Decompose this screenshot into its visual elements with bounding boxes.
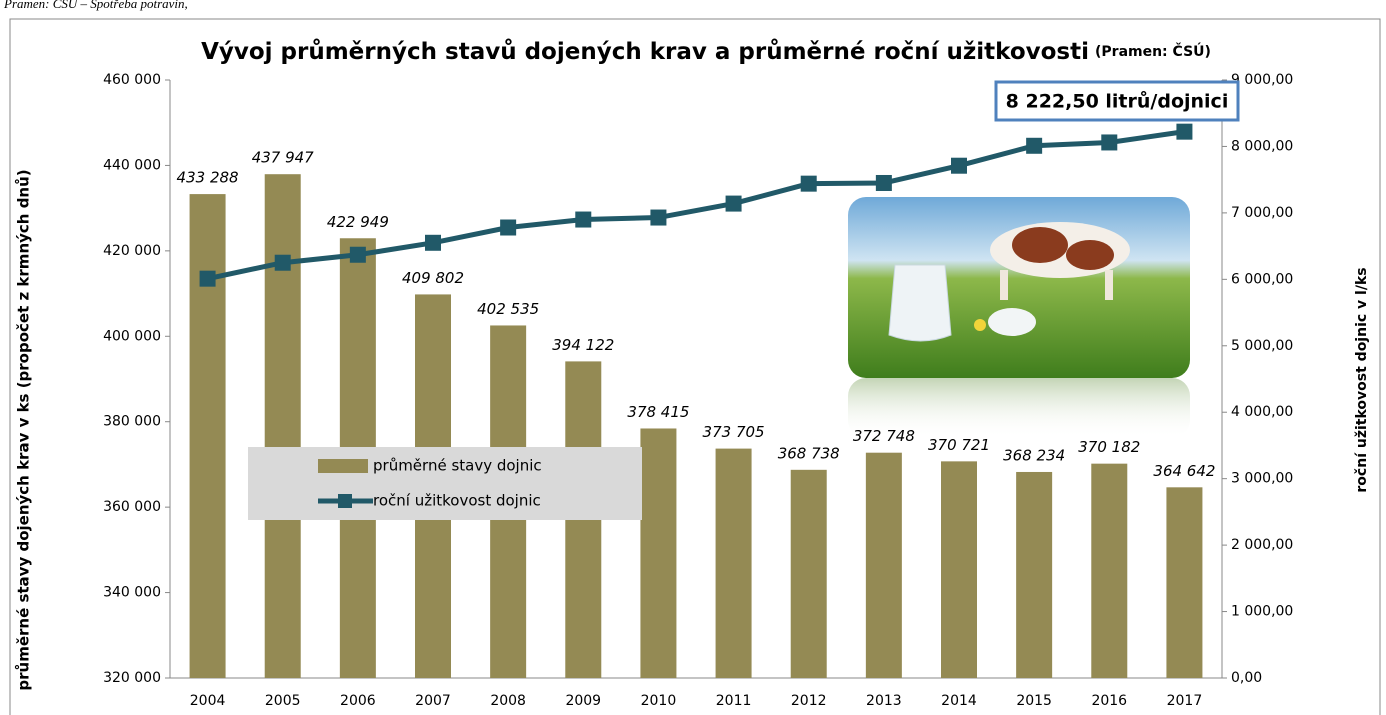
title-note: (Pramen: ČSÚ) bbox=[1095, 42, 1211, 60]
x-tick-label: 2009 bbox=[565, 693, 601, 709]
bar bbox=[790, 469, 827, 678]
x-tick-label: 2011 bbox=[716, 693, 752, 709]
bar bbox=[715, 448, 752, 678]
y2-axis-label: roční užitkovost dojnic v l/ks bbox=[1354, 267, 1370, 492]
marker bbox=[425, 234, 441, 251]
marker bbox=[951, 157, 967, 174]
value-label: 370 182 bbox=[1078, 438, 1140, 456]
y-axis-label: průměrné stavy dojených krav v ks (propo… bbox=[15, 169, 33, 690]
value-label: 394 122 bbox=[552, 336, 614, 354]
x-tick-label: 2008 bbox=[490, 693, 526, 709]
x-tick-label: 2014 bbox=[941, 693, 977, 709]
legend: průměrné stavy dojnic roční užitkovost do… bbox=[248, 447, 642, 520]
line bbox=[207, 129, 1185, 282]
bar bbox=[640, 428, 677, 678]
value-label: 409 802 bbox=[402, 269, 464, 287]
y-tick-label: 460 000 bbox=[103, 72, 161, 88]
value-label: 437 947 bbox=[252, 149, 314, 167]
x-tick-label: 2006 bbox=[340, 693, 376, 709]
marker bbox=[650, 209, 667, 226]
value-label: 372 748 bbox=[853, 427, 915, 445]
value-label: 378 415 bbox=[627, 403, 689, 421]
x-tick-label: 2016 bbox=[1091, 693, 1127, 709]
annotation-box bbox=[994, 80, 1240, 122]
legend-swatch bbox=[318, 459, 368, 473]
y-tick-label: 440 000 bbox=[103, 157, 161, 173]
value-label: 373 705 bbox=[703, 423, 765, 441]
marker bbox=[1026, 137, 1043, 154]
y2-tick-label: 0,00 bbox=[1231, 670, 1262, 686]
y2-tick-label: 1 000,00 bbox=[1231, 604, 1293, 620]
x-tick-label: 2013 bbox=[866, 693, 902, 709]
marker bbox=[875, 174, 892, 191]
x-tick-label: 2010 bbox=[641, 693, 677, 709]
y2-tick-label: 4 000,00 bbox=[1231, 404, 1293, 420]
y2-tick-label: 9 000,00 bbox=[1231, 72, 1293, 88]
source: Pramen: ČSÚ – Spotřeba potravin, bbox=[3, 0, 188, 11]
legend-box bbox=[248, 447, 642, 520]
x-tick-label: 2017 bbox=[1167, 693, 1203, 709]
bar bbox=[941, 461, 977, 678]
legend-label: roční užitkovost dojnic bbox=[373, 492, 541, 510]
y2-tick-label: 3 000,00 bbox=[1231, 471, 1293, 487]
bar bbox=[1166, 487, 1203, 678]
value-label: 368 738 bbox=[778, 444, 840, 462]
x-tick-label: 2004 bbox=[190, 693, 226, 709]
photo bbox=[848, 197, 1190, 438]
marker bbox=[575, 211, 592, 228]
annotation: 8 222,50 litrů/dojnici bbox=[1006, 90, 1229, 113]
y2-tick-label: 2 000,00 bbox=[1231, 537, 1293, 553]
marker bbox=[1101, 134, 1118, 151]
x-tick-label: 2015 bbox=[1016, 693, 1052, 709]
legend-marker bbox=[338, 494, 352, 508]
value-label: 370 721 bbox=[928, 436, 990, 454]
marker bbox=[274, 254, 291, 271]
y-tick-label: 360 000 bbox=[103, 499, 161, 515]
value-label: 364 642 bbox=[1153, 462, 1215, 480]
bar bbox=[1091, 463, 1128, 678]
x-tick-label: 2005 bbox=[265, 693, 301, 709]
x-tick-label: 2007 bbox=[415, 693, 451, 709]
x-tick-label: 2012 bbox=[791, 693, 827, 709]
marker bbox=[349, 246, 366, 263]
bar bbox=[865, 452, 902, 678]
value-label: 368 234 bbox=[1003, 446, 1065, 464]
y-tick-label: 420 000 bbox=[103, 243, 161, 259]
marker bbox=[725, 195, 742, 212]
y2-tick-label: 6 000,00 bbox=[1231, 271, 1293, 287]
y2-tick-label: 8 000,00 bbox=[1231, 138, 1293, 154]
y-tick-label: 320 000 bbox=[103, 670, 161, 686]
legend-label: průměrné stavy dojnic bbox=[373, 457, 542, 475]
y-tick-label: 400 000 bbox=[103, 328, 161, 344]
bar bbox=[264, 174, 301, 678]
value-label: 422 949 bbox=[327, 213, 389, 231]
bar bbox=[1016, 471, 1053, 678]
y-tick-label: 340 000 bbox=[103, 585, 161, 601]
y2-tick-label: 7 000,00 bbox=[1231, 205, 1293, 221]
y2-tick-label: 5 000,00 bbox=[1231, 338, 1293, 354]
chart-title: Vývoj průměrných stavů dojených krav a p… bbox=[201, 38, 1211, 65]
value-label: 402 535 bbox=[477, 300, 539, 318]
marker bbox=[500, 219, 517, 236]
marker bbox=[1176, 123, 1193, 140]
marker bbox=[199, 270, 216, 287]
y-tick-label: 380 000 bbox=[103, 414, 161, 430]
title-main: Vývoj průměrných stavů dojených krav a p… bbox=[201, 38, 1089, 65]
marker bbox=[800, 175, 817, 192]
value-label: 433 288 bbox=[177, 169, 239, 187]
bar bbox=[189, 194, 226, 679]
